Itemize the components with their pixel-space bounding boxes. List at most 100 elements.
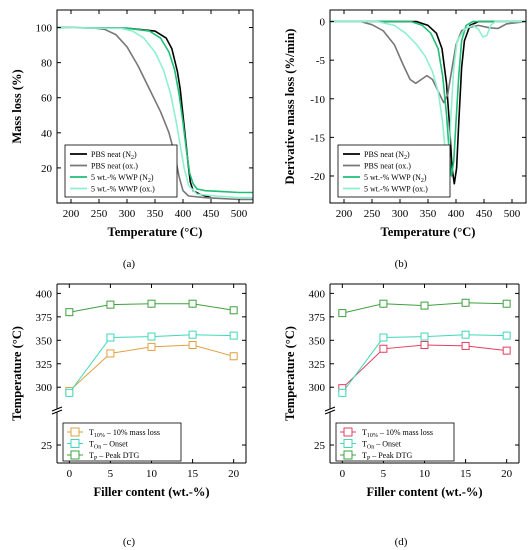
legend-label-main: T bbox=[362, 428, 367, 437]
series-line bbox=[57, 26, 253, 199]
legend-label: TP – Peak DTG bbox=[89, 451, 139, 462]
data-marker bbox=[188, 299, 197, 308]
y-tick-label: 20 bbox=[41, 163, 53, 175]
series-line bbox=[341, 344, 507, 389]
series-line bbox=[330, 20, 526, 185]
y-tick-label: 0 bbox=[320, 17, 326, 29]
legend-label: T10% – 10% mass loss bbox=[362, 428, 433, 439]
panel-label: (d) bbox=[395, 536, 408, 548]
data-marker bbox=[147, 332, 156, 341]
y-tick-label: 350 bbox=[36, 335, 53, 347]
data-marker bbox=[106, 349, 115, 358]
legend-label-main: PBS neat (ox.) bbox=[91, 162, 138, 171]
y-tick-label: 400 bbox=[36, 288, 53, 300]
y-tick-label: -5 bbox=[316, 55, 326, 67]
x-tick-label: 20 bbox=[228, 468, 240, 480]
data-marker bbox=[461, 341, 470, 350]
legend-label-main: PBS neat (ox.) bbox=[364, 162, 411, 171]
legend-label: T10% – 10% mass loss bbox=[89, 428, 160, 439]
legend-label: 5 wt.-% WWP (N2) bbox=[364, 173, 427, 184]
legend-label: PBS neat (N2) bbox=[91, 150, 137, 161]
x-tick-label: 450 bbox=[203, 208, 220, 220]
x-tick-label: 10 bbox=[419, 468, 431, 480]
y-tick-label: -10 bbox=[310, 94, 325, 106]
legend-label-tail: – Onset bbox=[101, 440, 128, 449]
y-tick-label: 300 bbox=[36, 382, 53, 394]
data-marker bbox=[65, 388, 74, 397]
data-marker bbox=[502, 331, 511, 340]
data-marker bbox=[229, 306, 238, 315]
y-tick-label: 60 bbox=[41, 93, 53, 105]
x-axis-label: Filler content (wt.-%) bbox=[93, 485, 209, 499]
data-marker bbox=[379, 344, 388, 353]
legend-label-main: T bbox=[89, 428, 94, 437]
legend-label-main: PBS neat (N bbox=[364, 150, 404, 159]
y-tick-label: 25 bbox=[41, 440, 53, 452]
legend-label-tail: – 10% mass loss bbox=[105, 428, 160, 437]
y-tick-label: 300 bbox=[309, 382, 326, 394]
data-marker bbox=[229, 331, 238, 340]
data-marker bbox=[379, 333, 388, 342]
data-marker bbox=[461, 298, 470, 307]
data-marker bbox=[420, 341, 429, 349]
legend-marker bbox=[70, 450, 80, 460]
legend-label-sub: 10% bbox=[94, 433, 105, 439]
legend-label: TP – Peak DTG bbox=[362, 451, 412, 462]
y-tick-label: 80 bbox=[41, 58, 53, 70]
data-marker bbox=[147, 299, 156, 308]
legend-label-tail: – Peak DTG bbox=[370, 451, 412, 460]
x-tick-label: 250 bbox=[364, 208, 381, 220]
y-tick-label: 100 bbox=[36, 23, 53, 35]
legend-marker bbox=[70, 427, 80, 437]
legend-label-sub: 2 bbox=[131, 155, 134, 161]
y-axis-label: Derivative mass loss (%/min) bbox=[283, 29, 297, 185]
legend-label-main: T bbox=[89, 451, 94, 460]
data-marker bbox=[147, 342, 156, 351]
axis-break-mark bbox=[324, 409, 336, 415]
panel-label: (c) bbox=[123, 536, 136, 548]
x-tick-label: 200 bbox=[63, 208, 80, 220]
data-marker bbox=[338, 388, 347, 397]
y-tick-label: 400 bbox=[309, 288, 326, 300]
data-marker bbox=[420, 332, 429, 341]
data-marker bbox=[420, 301, 429, 310]
legend-label-sub: 2 bbox=[404, 155, 407, 161]
legend-label-main: T bbox=[362, 451, 367, 460]
legend-label-tail: ) bbox=[407, 150, 410, 159]
series-line bbox=[57, 26, 212, 199]
data-marker bbox=[379, 299, 388, 308]
x-tick-label: 5 bbox=[108, 468, 114, 480]
x-axis-label: Temperature (°C) bbox=[108, 225, 203, 239]
x-tick-label: 10 bbox=[146, 468, 158, 480]
legend-label: PBS neat (ox.) bbox=[364, 162, 411, 171]
legend-label-main: T bbox=[362, 440, 367, 449]
x-tick-label: 350 bbox=[420, 208, 437, 220]
legend-label-sub: 2 bbox=[421, 178, 424, 184]
y-axis-label: Mass loss (%) bbox=[10, 69, 24, 143]
x-tick-label: 5 bbox=[381, 468, 387, 480]
chart-panel: 0 5 10 15 20 25 300 325 350 375 400 Filler content … bbox=[10, 283, 247, 548]
legend-label-main: PBS neat (N bbox=[91, 150, 131, 159]
legend-label: 5 wt.-% WWP (ox.) bbox=[91, 185, 155, 194]
panel-label: (b) bbox=[395, 258, 408, 270]
x-tick-label: 15 bbox=[460, 468, 472, 480]
panel-label: (a) bbox=[123, 258, 136, 270]
x-tick-label: 0 bbox=[340, 468, 346, 480]
y-tick-label: 25 bbox=[314, 440, 326, 452]
x-tick-label: 500 bbox=[231, 208, 248, 220]
axis-break-mark bbox=[51, 409, 63, 415]
x-tick-label: 250 bbox=[91, 208, 108, 220]
data-marker bbox=[502, 299, 511, 308]
legend-label: PBS neat (ox.) bbox=[91, 162, 138, 171]
legend-label-main: 5 wt.-% WWP (N bbox=[91, 173, 148, 182]
legend-label-sub: 10% bbox=[367, 433, 378, 439]
x-tick-label: 200 bbox=[336, 208, 353, 220]
x-tick-label: 20 bbox=[501, 468, 513, 480]
x-tick-label: 400 bbox=[175, 208, 192, 220]
x-tick-label: 350 bbox=[147, 208, 164, 220]
legend: PBS neat (N2)PBS neat (ox.)5 wt.-% WWP (… bbox=[337, 144, 451, 198]
y-tick-label: 350 bbox=[309, 335, 326, 347]
legend-marker bbox=[343, 450, 353, 460]
